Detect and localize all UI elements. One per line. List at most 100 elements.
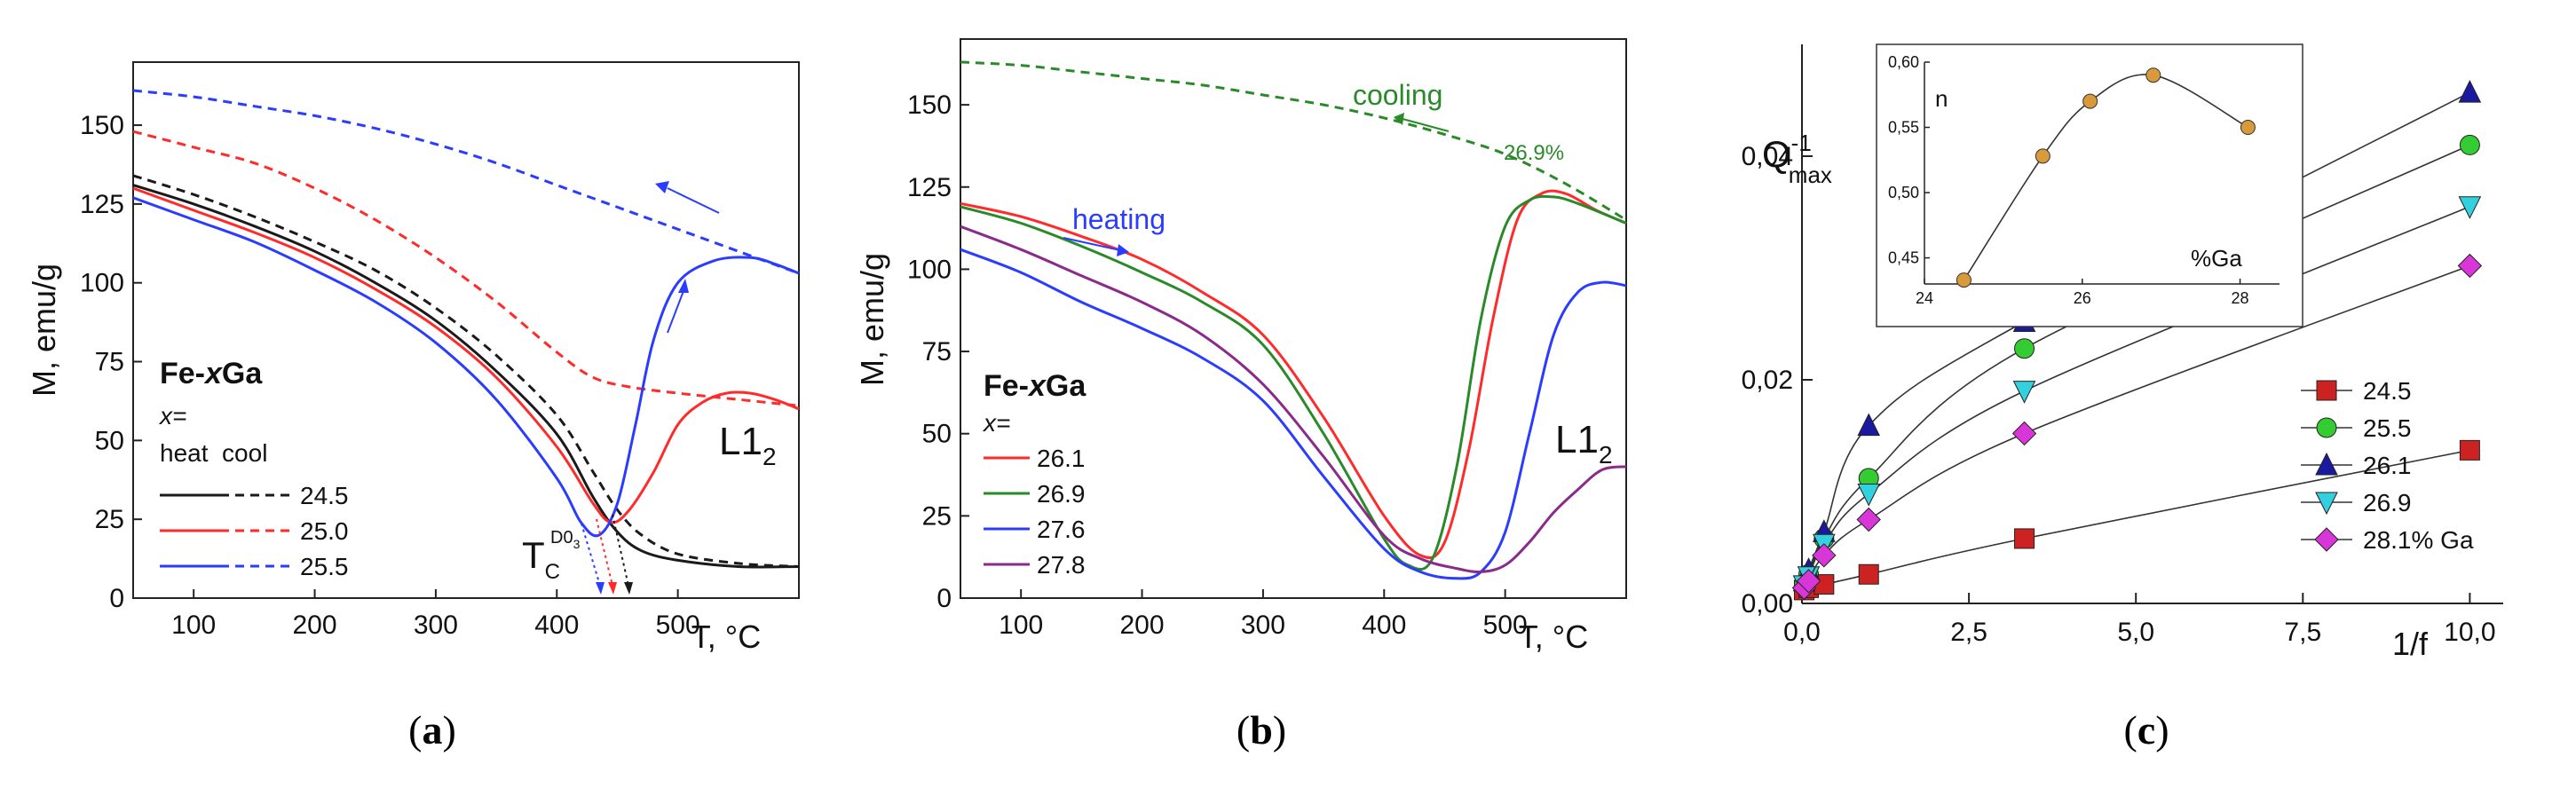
- data-point: [2316, 417, 2337, 438]
- caption-a: (a): [408, 707, 456, 753]
- data-point: [2314, 527, 2339, 552]
- legend-label: 27.6: [1037, 516, 1086, 543]
- x-tick-label: 5,0: [2117, 618, 2154, 647]
- x-tick-label: 400: [1362, 611, 1406, 640]
- panel-a-direction-arrows: [655, 181, 720, 334]
- x-tick-label: 500: [1483, 611, 1528, 640]
- panel-b-curves: [960, 60, 1627, 580]
- y-tick-label: 0,00: [1742, 589, 1793, 619]
- data-point: [2315, 452, 2338, 476]
- x-tick-label: 7,5: [2284, 618, 2321, 647]
- y-tick-label: 75: [922, 337, 952, 366]
- legend-label: 28.1% Ga: [2363, 526, 2474, 554]
- y-tick-label: 125: [907, 173, 952, 202]
- panel-a-legend: Fe-xGa x= heat cool 24.5 25.0 25.5: [158, 357, 349, 580]
- panel-c-ylabel: Q-1 max: [1762, 130, 1832, 188]
- inset-x-tick-label: 26: [2074, 289, 2091, 307]
- panel-a-frame: [132, 61, 800, 599]
- series-line: [960, 189, 1627, 560]
- x-tick-label: 100: [999, 611, 1043, 640]
- data-point: [2459, 134, 2480, 155]
- panel-b-legend: Fe-xGa x= 26.1 26.9 27.6 27.8: [982, 369, 1087, 579]
- inset-y-tick-label: 0,55: [1888, 119, 1919, 137]
- panel-c-inset-frame: [1876, 43, 2303, 327]
- panel-c-inset: 24 26 28 0,45 0,50 0,55 0,60 n %Ga: [1888, 53, 2280, 307]
- panel-c-ticks: 0,0 2,5 5,0 7,5 10,0 0,00 0,02 0,04: [1742, 142, 2496, 647]
- data-point: [2458, 196, 2482, 219]
- data-point: [2315, 492, 2338, 516]
- caption-b: (b): [1237, 707, 1286, 753]
- inset-xlabel: %Ga: [2191, 245, 2242, 272]
- legend-label: 26.1: [2363, 452, 2412, 479]
- inset-point: [2035, 148, 2051, 164]
- y-tick-label: 25: [922, 501, 952, 531]
- data-point: [2014, 528, 2035, 549]
- data-point: [2457, 253, 2483, 279]
- x-tick-label: 100: [171, 611, 216, 640]
- x-tick-label: 300: [1241, 611, 1285, 640]
- panel-c-xlabel: 1/f: [2392, 626, 2429, 662]
- x-tick-label: 2,5: [1950, 618, 1987, 647]
- data-point: [1796, 569, 1821, 594]
- series-line: [960, 60, 1627, 222]
- x-tick-label: 200: [1120, 611, 1165, 640]
- panel-a-xlabel: T, °C: [691, 619, 761, 655]
- x-tick-label: 300: [414, 611, 458, 640]
- panel-b-xlabel: T, °C: [1519, 619, 1588, 655]
- x-tick-label: 10,0: [2444, 618, 2495, 647]
- panel-c-legend: 24.5 25.5 26.1 26.9 28.1% Ga: [2301, 377, 2474, 554]
- inset-x-tick-label: 28: [2232, 289, 2249, 307]
- series-line: [132, 184, 800, 569]
- panel-a-curves: [132, 89, 800, 569]
- inset-y-tick-label: 0,60: [1888, 53, 1919, 71]
- y-tick-label: 100: [80, 269, 124, 298]
- data-point: [2316, 380, 2337, 401]
- data-point: [1812, 543, 1837, 568]
- y-tick-label: 0: [936, 584, 952, 613]
- panel-a-tc-superscript: D03: [550, 528, 581, 551]
- series-line: [960, 194, 1627, 571]
- panel-c: 0,0 2,5 5,0 7,5 10,00,000,020,04 Q-1 max 1/f …: [1742, 43, 2503, 662]
- y-tick-label: 150: [80, 111, 124, 140]
- y-tick-label: 75: [95, 348, 124, 377]
- inset-point: [2145, 67, 2161, 83]
- data-point: [2011, 421, 2037, 446]
- inset-point: [2082, 93, 2098, 109]
- data-point: [1857, 413, 1881, 437]
- data-point: [2014, 338, 2035, 359]
- panel-b-ylabel: M, emu/g: [854, 253, 890, 386]
- series-line: [132, 89, 800, 275]
- caption-c: (c): [2123, 707, 2169, 753]
- inset-x-tick-label: 24: [1916, 289, 1933, 307]
- panel-a-legend-header: heat cool: [160, 439, 267, 467]
- series-line: [132, 130, 800, 407]
- inset-point: [2240, 120, 2256, 136]
- panel-b-legend-subtitle: x=: [982, 409, 1010, 437]
- legend-label: 26.9: [1037, 480, 1086, 508]
- y-tick-label: 100: [907, 255, 952, 284]
- series-line: [132, 196, 800, 538]
- y-tick-label: 0: [109, 584, 124, 613]
- panel-a-tc-label: TC: [522, 534, 560, 584]
- series-line: [960, 248, 1627, 580]
- panel-b-frame: [960, 38, 1627, 599]
- panel-b-cooling-label: cooling: [1353, 79, 1442, 111]
- x-tick-label: 200: [293, 611, 337, 640]
- legend-label: 26.9: [2363, 489, 2412, 516]
- legend-label: 24.5: [2363, 377, 2412, 405]
- legend-label: 27.8: [1037, 551, 1086, 579]
- panel-a-phase-label: L12: [719, 420, 777, 470]
- y-tick-label: 50: [922, 420, 952, 449]
- legend-label: 25.0: [300, 517, 349, 545]
- panel-a-ticks: 100 200 300 400 500 0 25 50 75 100 125 150: [80, 111, 700, 640]
- inset-y-tick-label: 0,45: [1888, 249, 1919, 267]
- panel-a-ylabel: M, emu/g: [26, 264, 62, 397]
- data-point: [1856, 507, 1881, 532]
- panel-b-cooling-percent: 26.9%: [1504, 141, 1564, 165]
- y-tick-label: 0,04: [1742, 142, 1793, 171]
- series-line: [132, 186, 800, 524]
- data-point: [2012, 381, 2036, 404]
- legend-label: 26.1: [1037, 445, 1086, 472]
- inset-y-tick-label: 0,50: [1888, 184, 1919, 201]
